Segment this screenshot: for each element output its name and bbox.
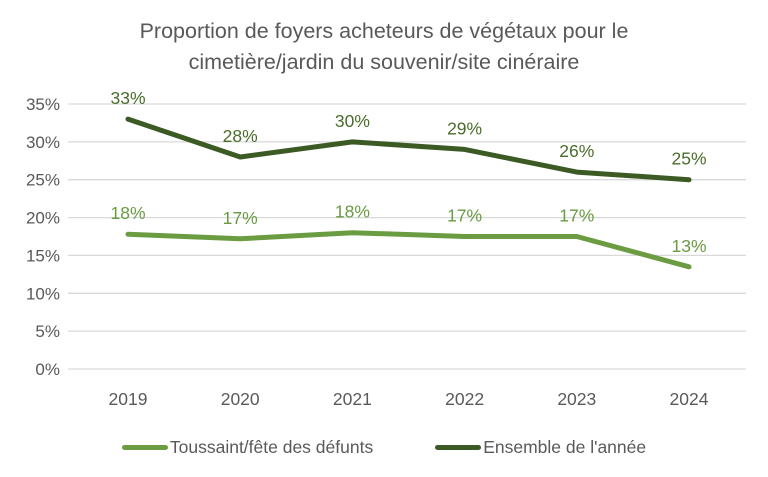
chart-title: Proportion de foyers acheteurs de végéta…: [139, 19, 629, 74]
data-label: 17%: [447, 206, 482, 226]
y-axis-tick-label: 20%: [26, 209, 60, 228]
y-axis-tick-label: 35%: [26, 95, 60, 114]
y-axis-tick-label: 10%: [26, 284, 60, 303]
y-axis-tick-label: 25%: [26, 171, 60, 190]
legend-label: Ensemble de l'année: [483, 437, 647, 457]
y-axis-tick-label: 5%: [35, 322, 60, 341]
data-label: 25%: [671, 149, 706, 169]
x-axis-tick-label: 2020: [221, 389, 260, 409]
legend-item-toussaint: Toussaint/fête des défunts: [121, 437, 374, 458]
data-label: 26%: [559, 141, 594, 161]
x-axis-tick-label: 2021: [333, 389, 372, 409]
y-axis-tick-label: 15%: [26, 246, 60, 265]
legend-label: Toussaint/fête des défunts: [169, 437, 374, 457]
legend-line-swatch-light-green-icon: [121, 445, 168, 450]
data-label: 17%: [223, 208, 258, 228]
data-label: 29%: [447, 118, 482, 138]
line-chart-plot-area: 0% 5% 10% 15% 20% 25% 30% 35% 2019 2020 2021 2022 20…: [26, 88, 746, 409]
x-axis-tick-label: 2023: [557, 389, 596, 409]
data-label: 18%: [335, 202, 370, 222]
legend-line-swatch-dark-green-icon: [435, 445, 482, 450]
y-axis-tick-label: 0%: [35, 360, 60, 379]
series-line: [125, 230, 692, 270]
x-axis-tick-label: 2024: [670, 389, 709, 409]
chart-legend: Toussaint/fête des défunts Ensemble de l…: [0, 437, 768, 458]
data-label: 33%: [110, 88, 145, 108]
data-label: 17%: [559, 206, 594, 226]
legend-item-ensemble: Ensemble de l'année: [435, 437, 646, 458]
data-label: 18%: [110, 203, 145, 223]
y-axis-tick-label: 30%: [26, 133, 60, 152]
series-line: [125, 116, 692, 183]
data-label: 13%: [671, 236, 706, 256]
data-label: 30%: [335, 111, 370, 131]
data-label: 28%: [223, 126, 258, 146]
x-axis-tick-label: 2019: [109, 389, 148, 409]
x-axis-tick-label: 2022: [445, 389, 484, 409]
